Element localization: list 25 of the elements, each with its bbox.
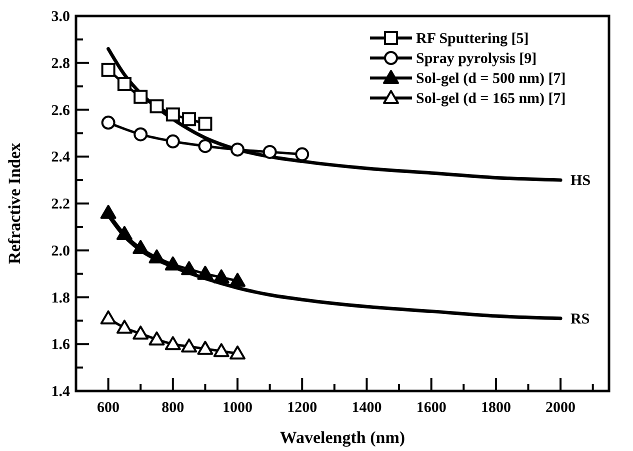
series-label: HS [570,173,591,190]
y-tick-label: 2.2 [51,196,70,212]
x-tick-label: 1200 [287,400,318,416]
x-tick-label: 800 [162,400,184,416]
y-axis-title: Refractive Index [5,142,24,264]
x-tick-label: 600 [97,400,120,416]
x-axis-title: Wavelength (nm) [280,428,406,447]
y-tick-label: 2.6 [51,102,70,119]
legend-label: Spray pyrolysis [9] [416,51,537,67]
y-tick-label: 3.0 [51,9,70,25]
legend-label: Sol-gel (d = 500 nm) [7] [416,71,566,87]
legend-label: Sol-gel (d = 165 nm) [7] [416,91,566,107]
y-tick-label: 1.6 [51,337,70,354]
x-tick-label: 1400 [352,400,382,416]
x-tick-label: 1000 [222,400,253,416]
y-tick-label: 2.8 [51,56,70,72]
x-tick-label: 1600 [416,400,446,416]
legend-label: RF Sputtering [5] [416,31,529,47]
y-tick-label: 1.8 [51,290,70,306]
y-tick-label: 2.4 [51,150,70,166]
y-tick-label: 1.4 [51,384,70,400]
series-label: RS [570,311,590,328]
x-tick-label: 2000 [546,400,576,416]
y-tick-label: 2.0 [51,243,70,260]
x-tick-label: 1800 [480,400,511,416]
